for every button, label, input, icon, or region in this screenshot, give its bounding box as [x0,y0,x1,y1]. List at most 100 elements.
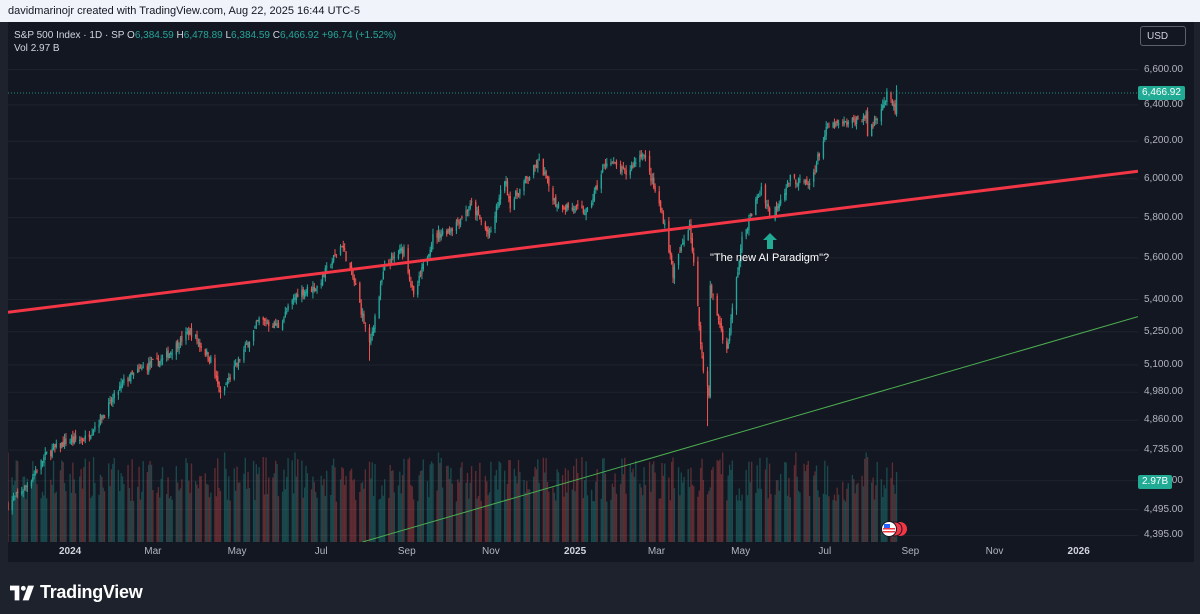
chart-pane[interactable] [8,22,1138,542]
candle-body [535,165,538,168]
candle-body [815,163,818,172]
candle-body [292,297,295,300]
candle-body [217,376,219,384]
volume-bar [186,462,189,542]
up-arrow-icon[interactable] [763,233,777,249]
candle-body [557,203,560,208]
candle-body [475,201,477,216]
candle-body [760,186,763,191]
candle-body [498,197,500,207]
volume-bar [774,494,776,542]
brand[interactable]: TradingView [10,582,143,603]
candle-body [330,266,332,268]
candle-body [846,121,848,126]
candle-body [508,196,510,199]
volume-bar [99,474,102,542]
volume-bar [149,461,151,542]
volume-bar [179,488,182,542]
candle-body [586,207,589,210]
volume-bar [350,468,353,542]
candle-body [210,356,212,363]
volume-bar [451,483,453,542]
volume-bar [246,488,248,542]
candle-body [716,295,718,315]
candle-body [128,379,131,381]
candle-body [697,261,699,307]
chart-svg[interactable] [8,22,1138,542]
volume-bar [436,490,438,542]
candle-body [188,330,190,336]
volume-bar [629,463,631,542]
volume-bar [866,457,869,542]
volume-bar [437,452,440,542]
candle-body [803,180,805,182]
chart-annotation[interactable]: "The new AI Paradigm"? [710,252,830,264]
volume-bar [625,493,627,542]
candle-body [527,178,529,180]
candle-body [84,435,86,440]
candle-body [490,230,492,233]
volume-bar [335,501,338,542]
currency-button[interactable]: USD [1140,26,1186,46]
candle-body [768,208,771,216]
candle-body [54,444,56,448]
volume-bar [884,488,887,542]
candle-body [564,207,567,210]
price-axis[interactable] [1138,22,1194,542]
candle-body [335,254,338,256]
volume-bar [239,482,241,542]
candle-body [306,286,309,294]
candle-body [310,288,313,292]
volume-bar [159,497,161,542]
volume-bar [44,461,46,542]
candle-body [468,209,470,211]
volume-bar [788,477,790,542]
resistance-trendline [8,169,1138,314]
candle-body [573,208,575,211]
candle-body [566,204,568,211]
candle-body [499,189,502,200]
volume-bar [479,462,481,542]
volume-bar [441,487,444,542]
candle-body [381,280,383,283]
candle-body [884,100,887,102]
candle-body [257,319,259,322]
volume-bar [265,457,267,542]
volume-bar [128,487,131,542]
volume-bar [401,474,404,542]
time-tick-label: Nov [985,546,1004,557]
candle-body [8,502,9,510]
volume-bar [51,484,53,542]
volume-bar [459,467,462,542]
time-axis[interactable] [8,542,1194,562]
candle-body [156,357,158,359]
candle-body [72,436,74,443]
open-label: O [127,30,135,41]
candle-body [785,187,787,196]
volume-bar [21,494,23,542]
volume-bar [564,468,567,542]
candle-body [32,477,34,481]
candle-body [196,335,198,342]
candle-body [893,104,895,107]
volume-bar [73,479,75,542]
volume-bar [378,499,380,542]
us-flag-events-icon[interactable] [880,521,908,537]
candle-body [323,274,325,277]
candle-body [659,201,662,211]
volume-bar [343,484,346,542]
volume-bar [342,468,344,542]
candle-body [130,372,132,382]
volume-bar [653,461,655,542]
volume-bar [777,480,779,542]
volume-bar [448,479,451,542]
volume-bar [498,461,500,542]
volume-bar [323,478,325,542]
volume-bar [339,479,342,542]
candle-body [108,402,110,417]
volume-bar [573,465,575,542]
support-trendline [362,316,1138,542]
volume-bar [697,496,699,542]
candle-body [871,124,873,137]
candle-body [745,229,747,237]
